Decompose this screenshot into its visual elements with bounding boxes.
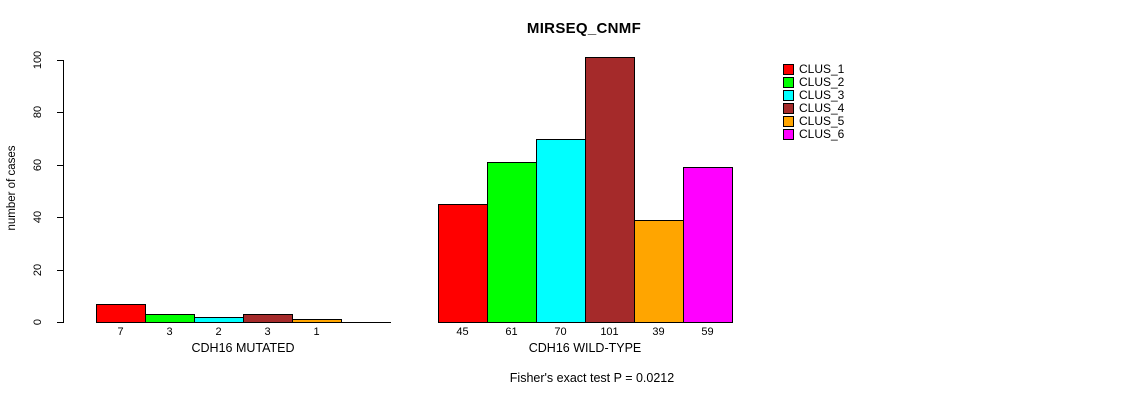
bar-clus_1: [438, 204, 488, 323]
legend-label: CLUS_4: [799, 101, 845, 115]
y-tick-label: 80: [32, 105, 44, 119]
y-tick-label: 0: [32, 318, 44, 326]
bar-value-label: 2: [215, 326, 222, 338]
x-group-label: CDH16 MUTATED: [191, 341, 295, 355]
legend-label: CLUS_3: [799, 88, 845, 102]
y-tick: [57, 165, 63, 166]
bar-value-label: 59: [701, 326, 714, 338]
legend-label: CLUS_1: [799, 62, 845, 76]
legend-row: CLUS_3: [783, 89, 844, 102]
bar-clus_6: [683, 167, 733, 323]
legend-label: CLUS_5: [799, 114, 845, 128]
legend-row: CLUS_1: [783, 63, 844, 76]
chart-title: MIRSEQ_CNMF: [526, 20, 642, 37]
legend-label: CLUS_2: [799, 75, 845, 89]
bar-clus_2: [487, 162, 537, 323]
bar-clus_1: [96, 304, 146, 323]
y-tick: [57, 112, 63, 113]
bar-clus_3: [194, 317, 244, 323]
y-tick-label: 20: [32, 263, 44, 277]
bar-value-label: 3: [166, 326, 173, 338]
y-tick-label: 100: [32, 50, 44, 70]
legend-swatch-icon: [783, 77, 794, 88]
y-tick: [57, 60, 63, 61]
bar-value-label: 1: [313, 326, 320, 338]
y-axis-line: [63, 60, 64, 323]
bar-value-label: 7: [117, 326, 124, 338]
bar-clus_5: [634, 220, 684, 323]
legend-swatch-icon: [783, 90, 794, 101]
bar-clus_4: [585, 57, 635, 323]
y-tick: [57, 270, 63, 271]
legend-row: CLUS_2: [783, 76, 844, 89]
bar-clus_2: [145, 314, 195, 323]
bar-value-label: 3: [264, 326, 271, 338]
legend-row: CLUS_5: [783, 115, 844, 128]
legend-swatch-icon: [783, 129, 794, 140]
legend-row: CLUS_4: [783, 102, 844, 115]
legend-label: CLUS_6: [799, 127, 845, 141]
y-tick-label: 40: [32, 210, 44, 224]
bar-value-label: 101: [600, 326, 619, 338]
x-group-label: CDH16 WILD-TYPE: [528, 341, 642, 355]
y-tick: [57, 322, 63, 323]
legend-row: CLUS_6: [783, 128, 844, 141]
bar-clus_5: [292, 319, 342, 323]
bar-value-label: 70: [554, 326, 567, 338]
bar-value-label: 61: [505, 326, 518, 338]
bar-value-label: 45: [456, 326, 469, 338]
bar-value-label: 39: [652, 326, 665, 338]
stat-test-annotation: Fisher's exact test P = 0.0212: [509, 371, 675, 385]
y-axis-label: number of cases: [6, 145, 18, 231]
bar-clus_3: [536, 139, 586, 323]
bar-clus_4: [243, 314, 293, 323]
y-tick-label: 60: [32, 158, 44, 172]
y-tick: [57, 217, 63, 218]
legend: CLUS_1 CLUS_2 CLUS_3 CLUS_4 CLUS_5 CLUS_6: [783, 63, 844, 141]
legend-swatch-icon: [783, 64, 794, 75]
legend-swatch-icon: [783, 103, 794, 114]
legend-swatch-icon: [783, 116, 794, 127]
